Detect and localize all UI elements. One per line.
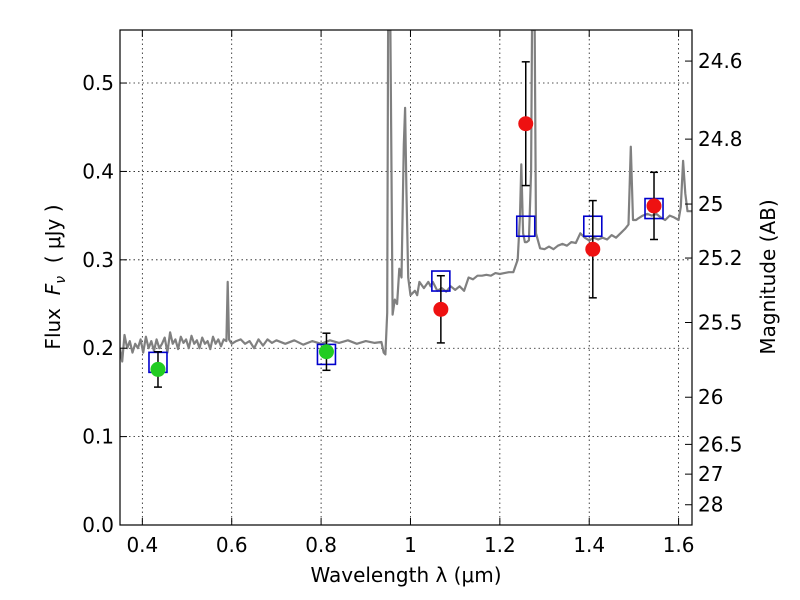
y-tick-label: 0.5 <box>82 71 114 95</box>
mag-tick-label: 26.5 <box>698 432 743 456</box>
x-tick-label: 0.4 <box>126 533 158 557</box>
mag-tick-label: 24.6 <box>698 49 743 73</box>
mag-tick-label: 25.5 <box>698 310 743 334</box>
observed-flux-point <box>646 198 662 214</box>
x-tick-label: 0.8 <box>305 533 337 557</box>
observed-flux-point <box>585 241 601 257</box>
mag-tick-label: 25.2 <box>698 246 743 270</box>
y2-axis-label: Magnitude (AB) <box>756 199 780 354</box>
x-tick-label: 1.2 <box>484 533 516 557</box>
x-tick-label: 1.6 <box>663 533 695 557</box>
model-flux-square <box>515 215 536 238</box>
mag-tick-label: 25 <box>698 192 723 216</box>
spectrum <box>120 30 692 363</box>
mag-tick-label: 27 <box>698 462 723 486</box>
y-tick-label: 0.3 <box>82 248 114 272</box>
observed-flux-point <box>318 344 334 360</box>
y-axis-label: Flux Fν ( μJy ) <box>41 204 69 349</box>
grid <box>120 30 692 526</box>
mag-tick-label: 26 <box>698 385 723 409</box>
x-axis-label: Wavelength λ (μm) <box>310 563 501 587</box>
plot-frame <box>119 29 693 526</box>
x-tick-label: 1.4 <box>573 533 605 557</box>
observed-flux-point <box>433 301 449 317</box>
ticks: 0.4 0.6 0.8 1 1.2 1.4 1.6 0.0 0.1 0.2 0.3 0.4 0.5 24.… <box>82 30 743 557</box>
observed-flux-point <box>150 361 166 377</box>
y-tick-label: 0.4 <box>82 159 114 183</box>
markers <box>148 61 664 388</box>
observed-flux-point <box>518 116 534 132</box>
y-tick-label: 0.0 <box>82 513 114 537</box>
x-tick-label: 0.6 <box>216 533 248 557</box>
mag-tick-label: 28 <box>698 493 723 517</box>
spectrum-line <box>120 30 692 363</box>
y-tick-label: 0.2 <box>82 336 114 360</box>
x-tick-label: 1 <box>404 533 417 557</box>
mag-tick-label: 24.8 <box>698 127 743 151</box>
y-tick-label: 0.1 <box>82 425 114 449</box>
